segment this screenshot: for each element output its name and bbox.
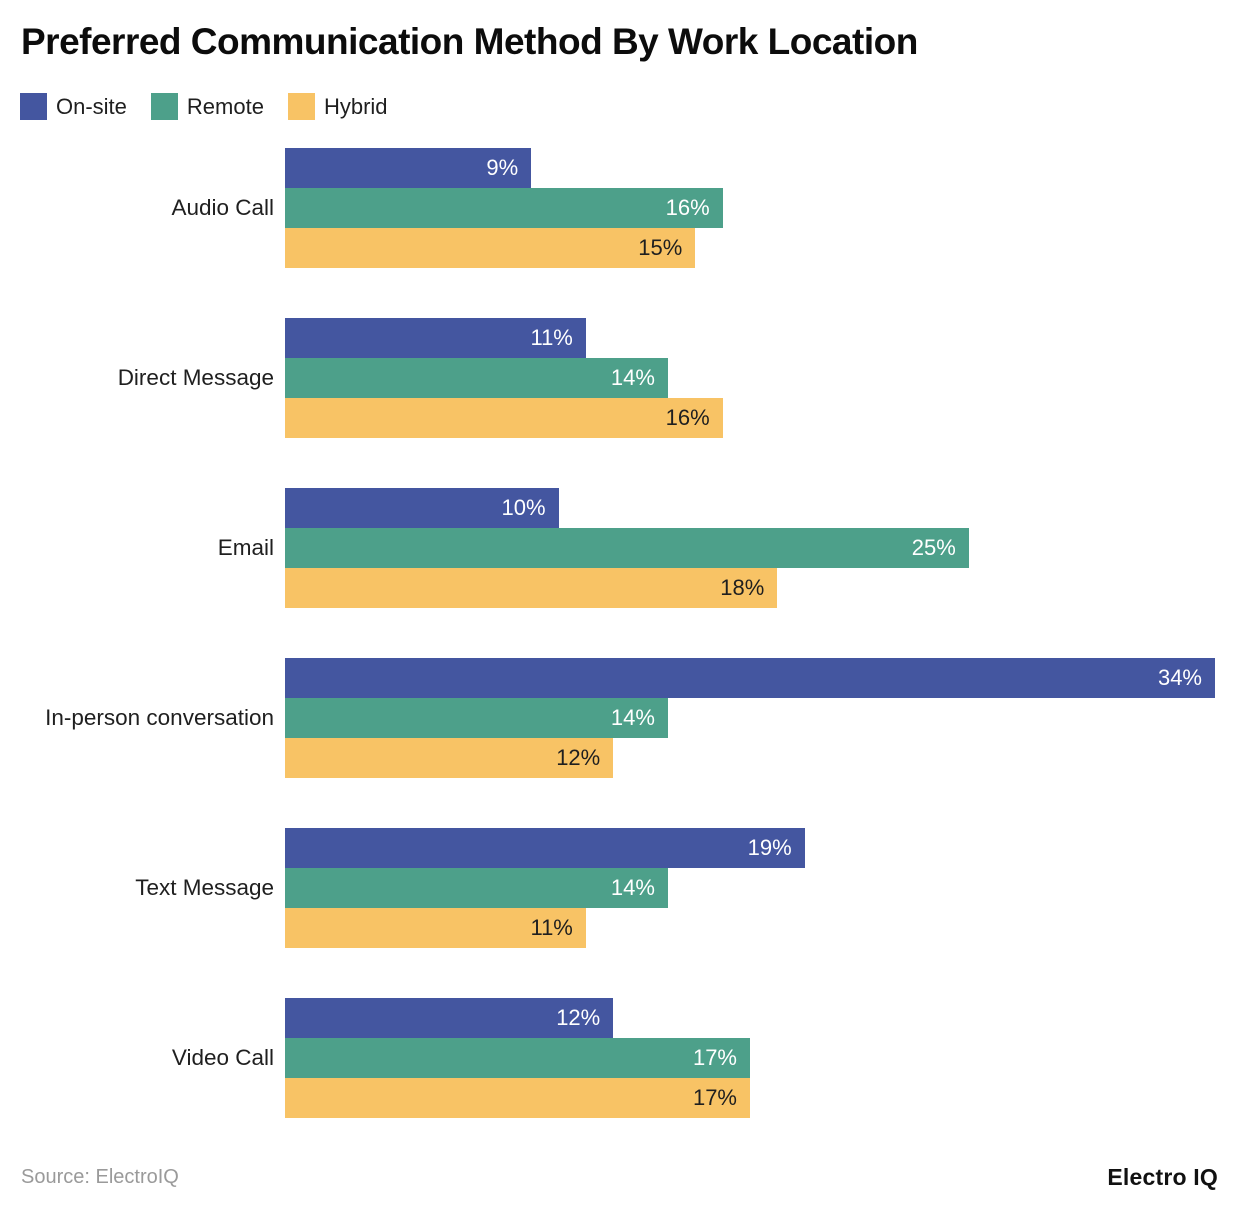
bar-on-site-video-call: 12% [285, 998, 614, 1039]
bar-hybrid-email: 18% [285, 568, 778, 609]
brand-logo: Electro IQ [1107, 1164, 1218, 1191]
value-label: 18% [720, 575, 765, 601]
value-label: 11% [530, 325, 573, 351]
category-row-video-call: Video Call 12% 17% 17% [0, 998, 1240, 1119]
category-label: Direct Message [117, 365, 274, 391]
category-label: Email [217, 535, 274, 561]
bar-remote-in-person-conversation: 14% [285, 698, 668, 739]
bar-on-site-text-message: 19% [285, 828, 805, 869]
value-label: 17% [692, 1085, 737, 1111]
chart-title: Preferred Communication Method By Work L… [21, 21, 918, 62]
bar-remote-video-call: 17% [285, 1038, 750, 1079]
category-label: Audio Call [171, 195, 274, 221]
legend-item-hybrid: Hybrid [287, 93, 388, 121]
value-label: 15% [638, 235, 683, 261]
category-label: Video Call [171, 1045, 274, 1071]
legend-swatch-icon [287, 93, 315, 121]
bar-hybrid-audio-call: 15% [285, 228, 696, 269]
category-row-text-message: Text Message 19% 14% 11% [0, 828, 1240, 949]
bar-remote-email: 25% [285, 528, 969, 569]
value-label: 11% [530, 915, 573, 941]
bar-remote-text-message: 14% [285, 868, 668, 909]
legend-swatch-icon [20, 93, 47, 121]
legend-label: Remote [186, 93, 264, 119]
value-label: 34% [1157, 665, 1202, 691]
value-label: 17% [692, 1045, 737, 1071]
category-label: Text Message [135, 875, 274, 901]
legend-label: On-site [56, 93, 127, 119]
bar-group: 12% 17% 17% [285, 998, 1215, 1119]
value-label: 25% [911, 535, 956, 561]
bar-on-site-email: 10% [285, 488, 559, 529]
category-label: In-person conversation [45, 705, 274, 731]
bar-group: 34% 14% 12% [285, 658, 1215, 779]
value-label: 12% [556, 745, 601, 771]
legend-swatch-icon [150, 93, 178, 121]
value-label: 14% [610, 705, 655, 731]
value-label: 16% [665, 405, 710, 431]
category-row-direct-message: Direct Message 11% 14% 16% [0, 318, 1240, 439]
value-label: 9% [486, 155, 519, 181]
bar-hybrid-text-message: 11% [285, 908, 586, 949]
legend-item-on-site: On-site [20, 93, 127, 121]
legend-label: Hybrid [323, 93, 388, 119]
bar-group: 11% 14% 16% [285, 318, 1215, 439]
bar-group: 19% 14% 11% [285, 828, 1215, 949]
source-note: Source: ElectroIQ [21, 1166, 179, 1189]
chart-page: Preferred Communication Method By Work L… [0, 20, 1240, 1226]
legend: On-site Remote Hybrid [20, 93, 1240, 121]
footer: Source: ElectroIQ Electro IQ [0, 1164, 1240, 1191]
bar-hybrid-in-person-conversation: 12% [285, 738, 614, 779]
value-label: 14% [610, 875, 655, 901]
bar-hybrid-direct-message: 16% [285, 398, 723, 439]
value-label: 14% [610, 365, 655, 391]
bar-hybrid-video-call: 17% [285, 1078, 750, 1119]
bar-chart: Audio Call 9% 16% 15% Direct Message 11% 14% 16… [0, 148, 1240, 1119]
value-label: 19% [747, 835, 792, 861]
bar-remote-audio-call: 16% [285, 188, 723, 229]
legend-item-remote: Remote [150, 93, 264, 121]
bar-group: 9% 16% 15% [285, 148, 1215, 269]
value-label: 12% [556, 1005, 601, 1031]
bar-on-site-audio-call: 9% [285, 148, 532, 189]
category-row-in-person-conversation: In-person conversation 34% 14% 12% [0, 658, 1240, 779]
bar-group: 10% 25% 18% [285, 488, 1215, 609]
bar-on-site-in-person-conversation: 34% [285, 658, 1215, 699]
category-row-email: Email 10% 25% 18% [0, 488, 1240, 609]
category-row-audio-call: Audio Call 9% 16% 15% [0, 148, 1240, 269]
bar-on-site-direct-message: 11% [285, 318, 586, 359]
value-label: 16% [665, 195, 710, 221]
value-label: 10% [501, 495, 546, 521]
bar-remote-direct-message: 14% [285, 358, 668, 399]
